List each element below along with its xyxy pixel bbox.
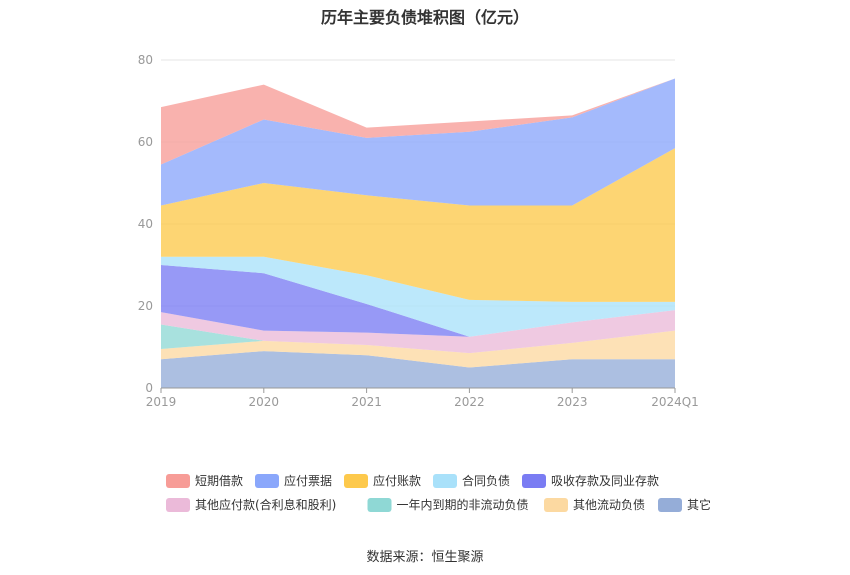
x-tick-label: 2021	[351, 395, 382, 409]
y-tick-label: 80	[138, 53, 153, 67]
legend-swatch-应付账款	[344, 474, 368, 488]
y-tick-label: 40	[138, 217, 153, 231]
area-series-短期借款	[161, 78, 675, 165]
area-series-其他流动负债	[161, 330, 675, 368]
legend-swatch-吸收存款及同业存款	[522, 474, 546, 488]
area-series-应付票据	[161, 78, 675, 206]
area-series-合同负债	[161, 256, 675, 337]
legend-swatch-一年内到期的非流动负债	[367, 498, 392, 512]
legend-label: 其他应付款(合利息和股利)	[195, 497, 336, 512]
legend-swatch-其他流动负债	[544, 498, 568, 512]
legend-swatch-短期借款	[166, 474, 190, 488]
legend-label: 应付账款	[373, 473, 421, 488]
data-source: 数据来源：恒生聚源	[366, 550, 484, 565]
area-series-应付账款	[161, 148, 675, 302]
legend-label: 一年内到期的非流动负债	[397, 497, 529, 512]
y-tick-label: 20	[138, 299, 153, 313]
y-tick-label: 0	[145, 381, 153, 395]
x-tick-label: 2020	[249, 395, 280, 409]
legend-swatch-应付票据	[255, 474, 279, 488]
legend-label: 应付票据	[284, 473, 332, 488]
x-tick-label: 2024Q1	[651, 395, 699, 409]
legend-label: 其他流动负债	[573, 498, 645, 512]
area-series-吸收存款及同业存款	[161, 265, 675, 337]
legend-label: 吸收存款及同业存款	[551, 474, 659, 488]
legend-label: 其它	[687, 497, 711, 512]
area-series-其它	[161, 351, 675, 388]
x-tick-label: 2022	[454, 395, 485, 409]
x-tick-label: 2023	[557, 395, 588, 409]
x-tick-label: 2019	[146, 395, 177, 409]
legend-label: 合同负债	[462, 473, 510, 488]
chart-title: 历年主要负债堆积图（亿元）	[320, 8, 529, 27]
legend-swatch-其它	[658, 498, 682, 512]
y-tick-label: 60	[138, 135, 153, 149]
legend-swatch-其他应付款(合利息和股利)	[166, 498, 190, 512]
legend-swatch-合同负债	[433, 474, 457, 488]
area-series-其他应付款(合利息和股利)	[161, 310, 675, 354]
legend-label: 短期借款	[195, 474, 243, 488]
